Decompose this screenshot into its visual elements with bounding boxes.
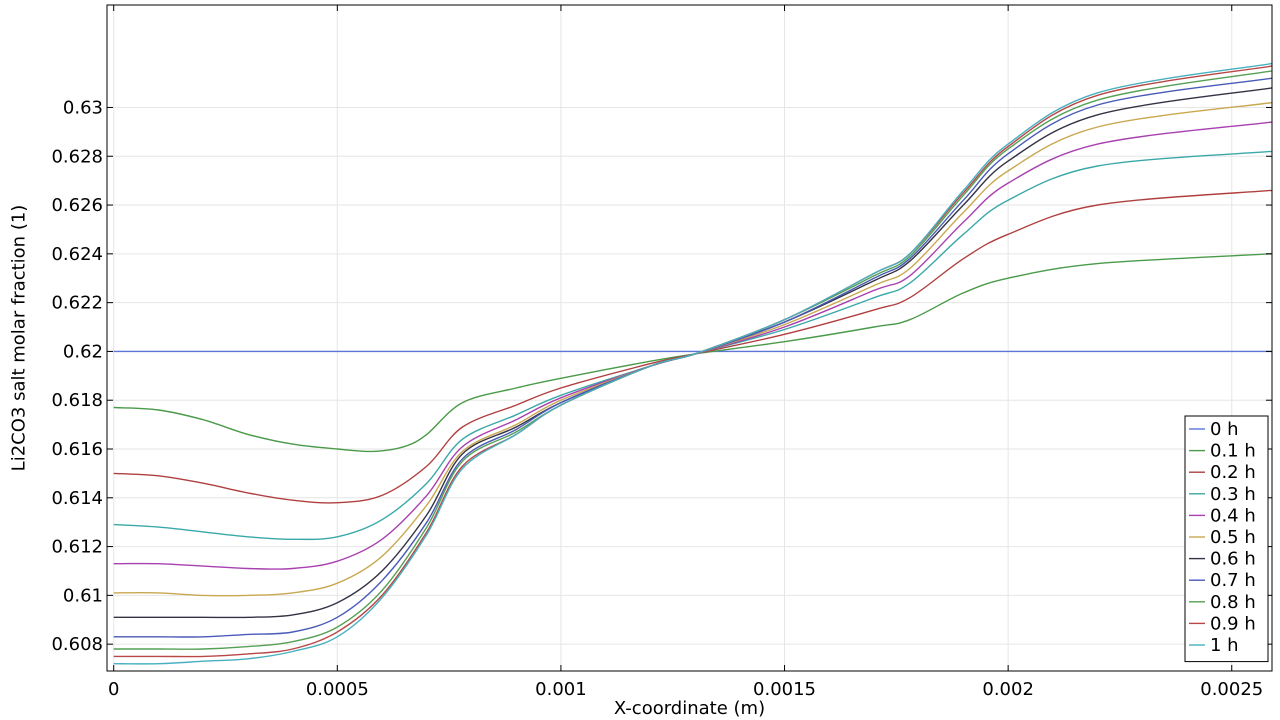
legend-label-5: 0.5 h: [1210, 527, 1256, 548]
legend-label-1: 0.1 h: [1210, 441, 1256, 462]
y-axis-title: Li2CO3 salt molar fraction (1): [8, 205, 29, 472]
legend-label-7: 0.7 h: [1210, 570, 1256, 591]
tick-marks: [107, 5, 1272, 671]
x-tick-label: 0: [108, 679, 119, 700]
legend-label-8: 0.8 h: [1210, 592, 1256, 613]
y-tick-label: 0.624: [51, 244, 103, 265]
y-tick-label: 0.62: [63, 341, 103, 362]
legend-label-10: 1 h: [1210, 635, 1239, 656]
y-tick-label: 0.618: [51, 390, 103, 411]
x-axis-title: X-coordinate (m): [614, 698, 765, 719]
legend-label-0: 0 h: [1210, 419, 1239, 440]
series-line-4: [113, 121, 1273, 570]
plot-frame: [106, 4, 1273, 672]
series-line-5: [113, 101, 1273, 597]
series-line-3: [113, 150, 1273, 541]
x-tick-label: 0.002: [982, 679, 1034, 700]
x-tick-labels: 0 0.0005 0.001 0.0015 0.002 0.0025: [108, 679, 1263, 700]
legend-label-6: 0.6 h: [1210, 549, 1256, 570]
grid: [107, 5, 1272, 671]
y-tick-label: 0.608: [51, 634, 103, 655]
y-tick-label: 0.628: [51, 146, 103, 167]
legend: 0 h0.1 h0.2 h0.3 h0.4 h0.5 h0.6 h0.7 h0.…: [1184, 415, 1269, 663]
legend-label-9: 0.9 h: [1210, 613, 1256, 634]
series-line-1: [113, 253, 1273, 453]
y-tick-labels: 0.608 0.61 0.612 0.614 0.616 0.618 0.62 0.622 0.…: [51, 97, 103, 655]
series-line-10: [113, 62, 1273, 665]
x-tick-label: 0.0015: [753, 679, 816, 700]
series-line-7: [113, 77, 1273, 638]
y-tick-label: 0.61: [63, 585, 103, 606]
legend-label-3: 0.3 h: [1210, 484, 1256, 505]
y-tick-label: 0.616: [51, 439, 103, 460]
y-tick-label: 0.614: [51, 488, 103, 509]
series-line-2: [113, 189, 1273, 504]
x-tick-label: 0.0025: [1200, 679, 1263, 700]
y-tick-label: 0.622: [51, 293, 103, 314]
legend-label-2: 0.2 h: [1210, 462, 1256, 483]
legend-box: [1184, 415, 1269, 663]
y-tick-label: 0.63: [63, 97, 103, 118]
y-tick-label: 0.612: [51, 537, 103, 558]
x-tick-label: 0.001: [535, 679, 587, 700]
x-tick-label: 0.0005: [306, 679, 369, 700]
series-layer: [113, 62, 1273, 665]
legend-label-4: 0.4 h: [1210, 505, 1256, 526]
y-tick-label: 0.626: [51, 195, 103, 216]
